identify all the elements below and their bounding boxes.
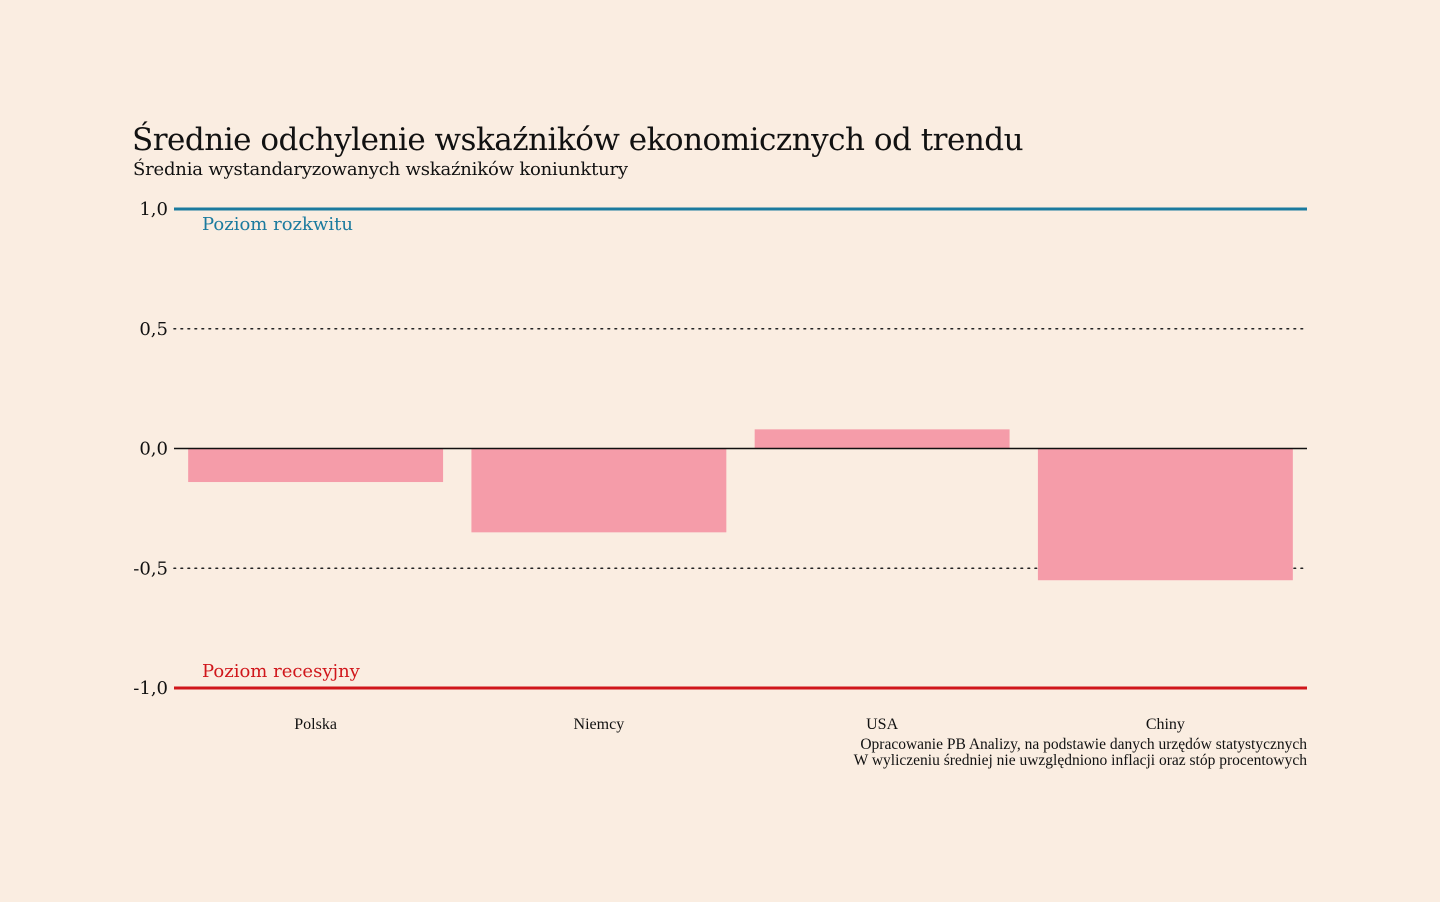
recession-level-label: Poziom recesyjny [202, 661, 361, 682]
bar-niemcy [471, 448, 727, 533]
bars [188, 429, 1293, 581]
x-tick-label: Niemcy [574, 716, 625, 733]
x-axis-ticks: Polska Niemcy USA Chiny [294, 716, 1185, 733]
reference-lines: Poziom rozkwitu Poziom recesyjny [174, 207, 1307, 690]
grid-lines [173, 327, 1308, 570]
chart-title: Średnie odchylenie wskaźników ekonomiczn… [132, 122, 1024, 158]
y-tick-label: -0,5 [133, 558, 168, 579]
chart-subtitle: Średnia wystandaryzowanych wskaźników ko… [133, 159, 628, 180]
y-tick-label: 1,0 [139, 199, 168, 220]
methodology-note: W wyliczeniu średniej nie uwzględniono i… [853, 752, 1307, 769]
y-tick-label: 0,5 [139, 319, 168, 340]
y-tick-label: 0,0 [139, 439, 168, 460]
bar-polska [188, 448, 444, 483]
y-axis-ticks: 1,0 0,5 0,0 -0,5 -1,0 [133, 199, 168, 699]
y-tick-label: -1,0 [133, 678, 168, 699]
boom-level-label: Poziom rozkwitu [202, 214, 353, 235]
source-line: Opracowanie PB Analizy, na podstawie dan… [860, 736, 1307, 753]
bar-usa [754, 429, 1010, 449]
source-note: Opracowanie PB Analizy, na podstawie dan… [854, 737, 1307, 769]
x-tick-label: Polska [294, 716, 337, 733]
x-tick-label: Chiny [1146, 716, 1185, 733]
bar-chiny [1037, 448, 1293, 581]
x-tick-label: USA [866, 716, 898, 733]
